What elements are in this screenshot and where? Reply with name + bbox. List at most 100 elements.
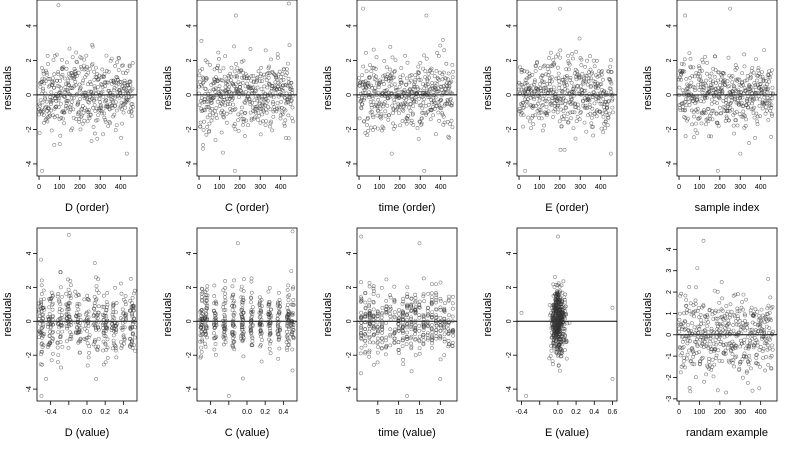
- data-point: [447, 313, 451, 318]
- data-point: [525, 100, 530, 104]
- data-point: [290, 229, 295, 234]
- data-point: [699, 99, 703, 104]
- data-point: [442, 332, 447, 337]
- data-point: [601, 77, 605, 82]
- data-point: [717, 337, 722, 341]
- plot-frame: [676, 227, 778, 402]
- data-point: [563, 300, 567, 305]
- data-point: [285, 302, 290, 307]
- data-point: [129, 342, 134, 347]
- data-point: [96, 325, 101, 329]
- data-point: [585, 82, 590, 87]
- data-point: [92, 103, 97, 107]
- data-point: [41, 88, 46, 93]
- x-tick-label: 0.4: [589, 409, 599, 416]
- data-point: [558, 330, 563, 335]
- y-tick-label: -4: [186, 386, 193, 392]
- data-point: [102, 115, 107, 120]
- data-point: [222, 295, 227, 300]
- data-point: [409, 327, 414, 332]
- data-point: [251, 109, 256, 113]
- data-point: [726, 341, 731, 346]
- data-point: [119, 93, 123, 98]
- points: [517, 6, 615, 173]
- data-point: [561, 109, 566, 113]
- data-point: [105, 345, 110, 350]
- data-point: [599, 94, 603, 99]
- data-point: [417, 77, 422, 82]
- data-point: [564, 67, 569, 72]
- data-point: [386, 117, 391, 122]
- data-point: [426, 312, 431, 317]
- data-point: [379, 285, 384, 290]
- data-point: [756, 362, 761, 366]
- y-axis-label: residuals: [322, 292, 334, 337]
- plot-frame: [356, 0, 458, 177]
- data-point: [738, 151, 743, 156]
- data-point: [558, 6, 562, 11]
- data-point: [258, 308, 263, 313]
- data-point: [521, 84, 526, 89]
- data-point: [756, 329, 761, 334]
- data-point: [600, 69, 605, 74]
- data-point: [132, 291, 136, 296]
- data-point: [413, 78, 418, 83]
- data-point: [396, 311, 401, 316]
- data-point: [729, 309, 734, 314]
- data-point: [222, 115, 227, 120]
- data-point: [251, 85, 256, 90]
- data-point: [255, 117, 260, 122]
- data-point: [686, 335, 691, 340]
- data-point: [758, 114, 763, 119]
- data-point: [560, 311, 564, 316]
- data-point: [258, 72, 263, 77]
- data-point: [759, 307, 764, 312]
- data-point: [239, 323, 244, 327]
- data-point: [558, 354, 563, 359]
- data-point: [758, 81, 763, 86]
- data-point: [364, 69, 369, 74]
- data-point: [683, 13, 688, 18]
- plot-frame: [36, 0, 138, 177]
- data-point: [730, 352, 735, 357]
- data-point: [770, 96, 775, 101]
- data-point: [208, 63, 212, 67]
- data-point: [114, 83, 119, 88]
- data-point: [99, 82, 104, 87]
- data-point: [357, 94, 361, 99]
- data-point: [219, 95, 224, 100]
- data-point: [448, 122, 453, 127]
- data-point: [732, 84, 737, 89]
- data-point: [433, 132, 438, 137]
- data-point: [414, 100, 419, 105]
- data-point: [241, 277, 246, 282]
- data-point: [718, 111, 723, 116]
- data-point: [738, 344, 743, 349]
- data-point: [357, 116, 362, 121]
- data-point: [531, 95, 536, 100]
- data-point: [66, 89, 70, 94]
- data-point: [124, 151, 129, 156]
- data-point: [101, 95, 106, 99]
- data-point: [39, 292, 44, 296]
- data-point: [734, 118, 739, 123]
- data-point: [98, 100, 103, 104]
- data-point: [697, 64, 701, 69]
- data-point: [544, 105, 549, 109]
- data-point: [55, 294, 60, 299]
- data-point: [422, 299, 427, 304]
- data-point: [433, 86, 438, 90]
- data-point: [572, 86, 577, 91]
- data-point: [539, 110, 543, 115]
- data-point: [682, 319, 687, 324]
- data-point: [421, 333, 426, 337]
- data-point: [425, 305, 430, 310]
- data-point: [548, 102, 553, 106]
- data-point: [289, 323, 294, 328]
- data-point: [591, 58, 596, 63]
- x-tick-label: 0: [357, 184, 361, 191]
- data-point: [706, 329, 711, 334]
- data-point: [360, 102, 365, 107]
- data-point: [59, 74, 64, 79]
- data-point: [286, 283, 291, 288]
